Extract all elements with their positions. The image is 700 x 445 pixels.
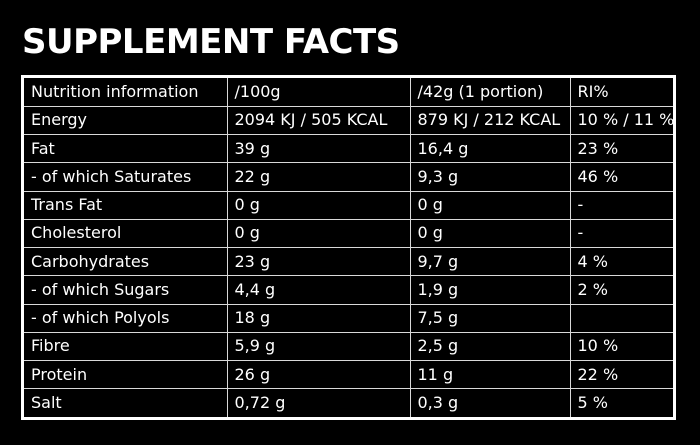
per-100g-value: 0 g xyxy=(226,218,411,249)
nutrient-label: - of which Sugars xyxy=(24,275,228,305)
ri-percent-value: 22 % xyxy=(569,359,673,390)
energy-row: Energy 2094 KJ / 505 KCAL 879 KJ / 212 KCA… xyxy=(24,105,673,136)
per-100g-value: 23 g xyxy=(226,246,411,277)
nutrition-table-body: Nutrition information/100g/42g (1 portio… xyxy=(24,78,673,417)
ri-percent-value: 46 % xyxy=(569,162,673,192)
ri-percent-value: 2 % xyxy=(569,275,673,305)
per-100g-value: 0,72 g xyxy=(226,388,411,417)
nutrient-label: Fat xyxy=(24,133,228,164)
ri-percent-value: 10 % / 11 % xyxy=(569,105,673,136)
per-100g-value: 5,9 g xyxy=(226,331,411,362)
per-100g-value: 39 g xyxy=(226,133,411,164)
nutrient-label: - of which Polyols xyxy=(24,303,228,333)
per-portion-value: 7,5 g xyxy=(409,303,571,333)
nutrient-label: Protein xyxy=(24,359,228,390)
nutrient-label: Trans Fat xyxy=(24,190,228,220)
per-portion-value: 9,3 g xyxy=(409,162,571,192)
polyols-row: - of which Polyols 18 g 7,5 g xyxy=(24,303,673,333)
nutrient-label: Salt xyxy=(24,388,228,417)
ri-percent-value xyxy=(569,303,673,333)
page-title: SUPPLEMENT FACTS xyxy=(22,22,400,62)
per-100g-value: 2094 KJ / 505 KCAL xyxy=(226,105,411,136)
nutrient-label: Energy xyxy=(24,105,228,136)
per-portion-value: 1,9 g xyxy=(409,275,571,305)
per-100g-value: 26 g xyxy=(226,359,411,390)
nutrient-label: Carbohydrates xyxy=(24,246,228,277)
nutrient-label: - of which Saturates xyxy=(24,162,228,192)
per-portion-value: 2,5 g xyxy=(409,331,571,362)
column-header-per-portion-value: /42g (1 portion) xyxy=(409,78,571,107)
saturates-row: - of which Saturates 22 g 9,3 g 46 % xyxy=(24,162,673,192)
column-header-nutrient-label: Nutrition information xyxy=(24,78,228,107)
per-portion-value: 0 g xyxy=(409,218,571,249)
header-row: Nutrition information/100g/42g (1 portio… xyxy=(24,78,673,107)
ri-percent-value: 4 % xyxy=(569,246,673,277)
ri-percent-value: 5 % xyxy=(569,388,673,417)
ri-percent-value: - xyxy=(569,218,673,249)
nutrient-label: Cholesterol xyxy=(24,218,228,249)
protein-row: Protein 26 g 11 g 22 % xyxy=(24,359,673,390)
per-portion-value: 16,4 g xyxy=(409,133,571,164)
per-portion-value: 0 g xyxy=(409,190,571,220)
column-header-per-100g-value: /100g xyxy=(226,78,411,107)
nutrition-table: Nutrition information/100g/42g (1 portio… xyxy=(24,78,673,417)
per-portion-value: 9,7 g xyxy=(409,246,571,277)
per-100g-value: 18 g xyxy=(226,303,411,333)
per-portion-value: 879 KJ / 212 KCAL xyxy=(409,105,571,136)
per-100g-value: 22 g xyxy=(226,162,411,192)
ri-percent-value: 10 % xyxy=(569,331,673,362)
fat-row: Fat 39 g 16,4 g 23 % xyxy=(24,133,673,164)
fibre-row: Fibre 5,9 g 2,5 g 10 % xyxy=(24,331,673,362)
per-100g-value: 0 g xyxy=(226,190,411,220)
ri-percent-value: - xyxy=(569,190,673,220)
per-100g-value: 4,4 g xyxy=(226,275,411,305)
per-portion-value: 11 g xyxy=(409,359,571,390)
per-portion-value: 0,3 g xyxy=(409,388,571,417)
nutrient-label: Fibre xyxy=(24,331,228,362)
supplement-facts-table: Nutrition information/100g/42g (1 portio… xyxy=(21,75,676,420)
ri-percent-value: 23 % xyxy=(569,133,673,164)
column-header-ri-percent-value: RI% xyxy=(569,78,673,107)
